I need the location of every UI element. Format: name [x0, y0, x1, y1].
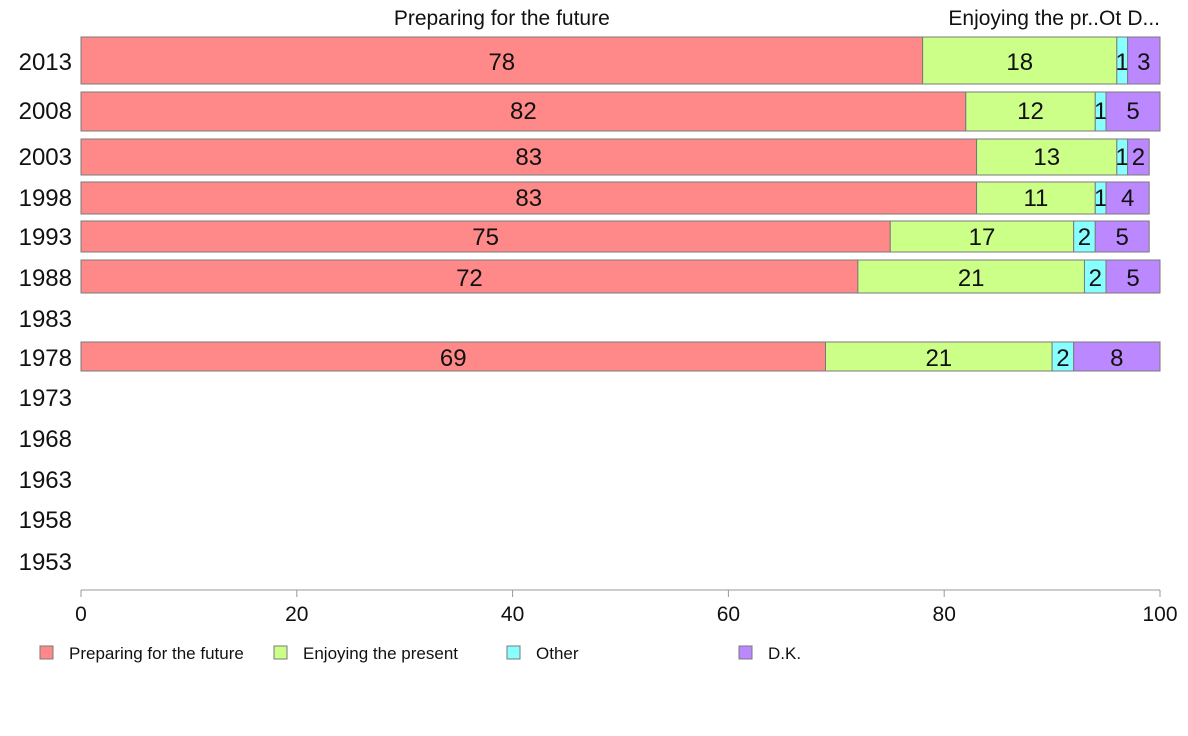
bar-segment: [825, 341, 1053, 372]
year-label: 1953: [19, 549, 72, 576]
bar-value-label: 18: [1006, 49, 1033, 76]
x-tick-label: 100: [1142, 603, 1177, 626]
bar-segment: [857, 259, 1085, 294]
bar-value-label: 3: [1137, 49, 1150, 76]
x-tick-label: 40: [501, 603, 524, 626]
bar-segment: [1105, 91, 1161, 132]
bar-segment: [80, 36, 924, 85]
legend-label: Other: [536, 644, 579, 663]
top-series-label: D...: [1127, 7, 1160, 30]
legend-swatch: [273, 645, 288, 660]
bar-value-label: 21: [958, 265, 985, 292]
legend-label: D.K.: [768, 644, 801, 663]
year-label: 1983: [19, 306, 72, 333]
year-label: 1958: [19, 507, 72, 534]
legend-label: Enjoying the present: [303, 644, 458, 663]
bar-value-label: 1: [1094, 185, 1107, 212]
year-label: 1963: [19, 467, 72, 494]
bar-value-label: 2: [1089, 265, 1102, 292]
bar-value-label: 83: [515, 144, 542, 171]
bar-value-label: 75: [472, 224, 499, 251]
year-label: 1973: [19, 385, 72, 412]
bar-value-label: 82: [510, 98, 537, 125]
bar-value-label: 1: [1116, 49, 1129, 76]
top-series-label: Enjoying the pr..: [948, 7, 1099, 30]
bar-segment: [889, 220, 1075, 253]
year-label: 1988: [19, 265, 72, 292]
bar-value-label: 1: [1116, 144, 1129, 171]
legend-swatch: [506, 645, 521, 660]
x-tick-label: 80: [933, 603, 956, 626]
bar-segment: [965, 91, 1096, 132]
bar-segment: [922, 36, 1118, 85]
bar-value-label: 12: [1017, 98, 1044, 125]
year-label: 2013: [19, 49, 72, 76]
x-tick-label: 20: [285, 603, 308, 626]
bar-value-label: 4: [1121, 185, 1134, 212]
year-label: 2003: [19, 144, 72, 171]
bar-value-label: 69: [440, 345, 467, 372]
bar-segment: [1127, 36, 1161, 85]
bar-segment: [1105, 181, 1150, 215]
top-series-label: Preparing for the future: [394, 7, 610, 30]
bar-segment: [1094, 220, 1150, 253]
bar-segment: [80, 220, 891, 253]
bar-value-label: 5: [1116, 224, 1129, 251]
bar-segment: [1073, 341, 1161, 372]
year-label: 2008: [19, 98, 72, 125]
bar-value-label: 1: [1094, 98, 1107, 125]
top-series-label: Ot: [1099, 7, 1121, 30]
bar-value-label: 13: [1033, 144, 1060, 171]
bar-value-label: 11: [1023, 185, 1048, 212]
bar-segment: [1127, 138, 1150, 176]
bar-value-label: 5: [1126, 98, 1139, 125]
year-label: 1978: [19, 345, 72, 372]
bar-value-label: 2: [1056, 345, 1069, 372]
bar-value-label: 17: [969, 224, 996, 251]
bar-value-label: 78: [488, 49, 515, 76]
bar-value-label: 2: [1078, 224, 1091, 251]
x-tick-label: 60: [717, 603, 740, 626]
bar-segment: [80, 181, 978, 215]
bar-value-label: 2: [1132, 144, 1145, 171]
bar-segment: [976, 138, 1118, 176]
bar-value-label: 21: [925, 345, 952, 372]
year-label: 1993: [19, 224, 72, 251]
bar-value-label: 83: [515, 185, 542, 212]
year-label: 1998: [19, 185, 72, 212]
year-label: 1968: [19, 426, 72, 453]
bar-value-label: 72: [456, 265, 483, 292]
legend-swatch: [738, 645, 753, 660]
x-tick-label: 0: [75, 603, 87, 626]
legend-label: Preparing for the future: [69, 644, 244, 663]
bar-segment: [1105, 259, 1161, 294]
bar-value-label: 8: [1110, 345, 1123, 372]
legend-swatch: [39, 645, 54, 660]
bar-segment: [80, 138, 978, 176]
bar-segment: [80, 341, 827, 372]
bar-value-label: 5: [1126, 265, 1139, 292]
